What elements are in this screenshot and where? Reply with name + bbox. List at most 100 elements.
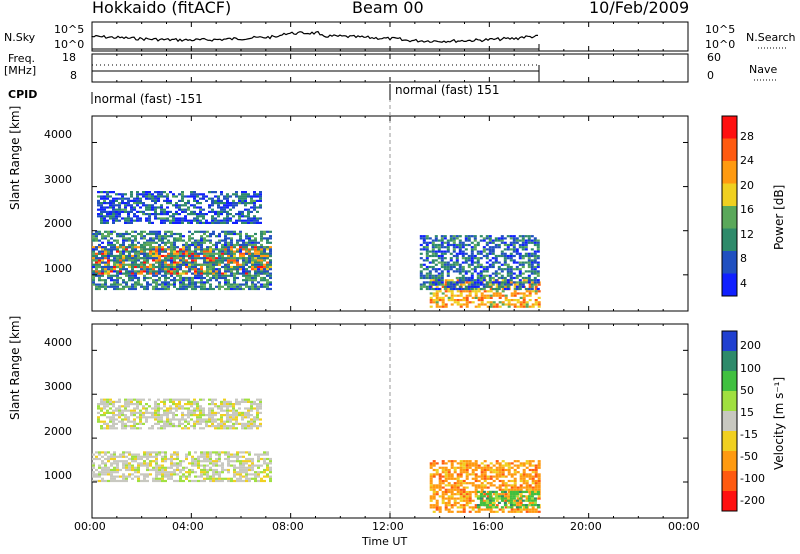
heatmap-cell — [506, 265, 510, 269]
nave-tick-high: 60 — [707, 51, 721, 64]
heatmap-cell — [164, 468, 167, 472]
heatmap-cell — [208, 206, 211, 209]
heatmap-cell — [118, 202, 121, 205]
heatmap-cell — [235, 414, 238, 417]
heatmap-cell — [173, 276, 176, 280]
heatmap-cell — [145, 418, 148, 421]
heatmap-cell — [200, 285, 203, 288]
heatmap-cell — [449, 265, 453, 269]
heatmap-cell — [211, 400, 214, 403]
heatmap-cell — [531, 290, 535, 293]
heatmap-cell — [238, 411, 241, 414]
heatmap-cell — [465, 281, 469, 284]
heatmap-cell — [461, 254, 465, 258]
heatmap-cell — [110, 248, 113, 251]
heatmap-cell — [269, 272, 272, 275]
heatmap-cell — [486, 495, 490, 498]
heatmap-cell — [146, 272, 149, 275]
heatmap-cell — [515, 265, 519, 269]
heatmap-cell — [232, 405, 235, 408]
heatmap-cell — [254, 464, 257, 467]
heatmap-cell — [242, 239, 245, 242]
heatmap-cell — [465, 497, 469, 500]
heatmap-cell — [124, 400, 127, 403]
heatmap-cell — [193, 414, 196, 417]
heatmap-cell — [437, 283, 441, 286]
heatmap-cell — [513, 499, 517, 502]
heatmap-cell — [193, 422, 196, 425]
heatmap-cell — [474, 288, 478, 291]
heatmap-cell — [122, 451, 125, 454]
heatmap-cell — [182, 246, 185, 249]
heatmap-cell — [214, 405, 217, 408]
heatmap-cell — [214, 195, 217, 198]
heatmap-cell — [467, 270, 471, 273]
heatmap-cell — [148, 206, 151, 209]
heatmap-cell — [133, 407, 136, 410]
heatmap-cell — [173, 270, 176, 273]
power-colorbar-swatch — [722, 116, 737, 139]
heatmap-cell — [158, 248, 161, 251]
heatmap-cell — [232, 425, 235, 428]
heatmap-cell — [172, 425, 175, 428]
heatmap-cell — [533, 241, 537, 244]
heatmap-cell — [103, 217, 106, 220]
heatmap-cell — [95, 457, 98, 461]
heatmap-cell — [227, 462, 230, 465]
heatmap-cell — [500, 506, 504, 509]
heatmap-cell — [103, 197, 106, 200]
heatmap-cell — [537, 497, 541, 500]
heatmap-cell — [235, 398, 238, 401]
heatmap-cell — [115, 427, 118, 430]
heatmap-cell — [251, 283, 254, 286]
heatmap-cell — [239, 257, 242, 260]
heatmap-cell — [251, 279, 254, 282]
heatmap-cell — [455, 252, 459, 255]
heatmap-cell — [148, 411, 151, 414]
heatmap-cell — [139, 217, 142, 220]
heatmap-cell — [167, 248, 170, 251]
heatmap-cell — [458, 239, 462, 242]
heatmap-cell — [242, 471, 245, 474]
heatmap-cell — [245, 261, 248, 264]
heatmap-cell — [503, 248, 507, 251]
heatmap-cell — [477, 486, 481, 489]
heatmap-cell — [495, 468, 499, 472]
heatmap-cell — [504, 495, 508, 498]
heatmap-cell — [266, 274, 269, 277]
heatmap-cell — [506, 272, 510, 275]
heatmap-cell — [107, 455, 110, 458]
heatmap-cell — [432, 506, 436, 509]
heatmap-cell — [92, 283, 95, 286]
heatmap-cell — [498, 292, 502, 295]
heatmap-cell — [167, 473, 170, 476]
heatmap-cell — [465, 468, 469, 472]
heatmap-cell — [241, 210, 244, 213]
heatmap-cell — [145, 195, 148, 198]
heatmap-cell — [224, 287, 227, 291]
heatmap-cell — [160, 427, 163, 430]
heatmap-cell — [235, 191, 238, 194]
heatmap-cell — [211, 217, 214, 220]
heatmap-cell — [182, 259, 185, 262]
heatmap-cell — [166, 420, 169, 423]
heatmap-cell — [133, 197, 136, 200]
heatmap-cell — [488, 499, 492, 502]
heatmap-cell — [148, 398, 151, 401]
heatmap-cell — [202, 215, 205, 218]
heatmap-cell — [242, 272, 245, 275]
heatmap-cell — [196, 420, 199, 423]
heatmap-cell — [167, 239, 170, 242]
heatmap-cell — [182, 272, 185, 275]
heatmap-cell — [504, 475, 508, 478]
heatmap-cell — [500, 237, 504, 240]
heatmap-cell — [473, 239, 477, 242]
heatmap-cell — [233, 279, 236, 282]
heatmap-cell — [128, 259, 131, 262]
heatmap-cell — [251, 276, 254, 280]
heatmap-cell — [143, 268, 146, 271]
heatmap-cell — [125, 230, 128, 233]
heatmap-cell — [269, 460, 272, 463]
heatmap-cell — [521, 504, 525, 507]
heatmap-cell — [248, 261, 251, 264]
